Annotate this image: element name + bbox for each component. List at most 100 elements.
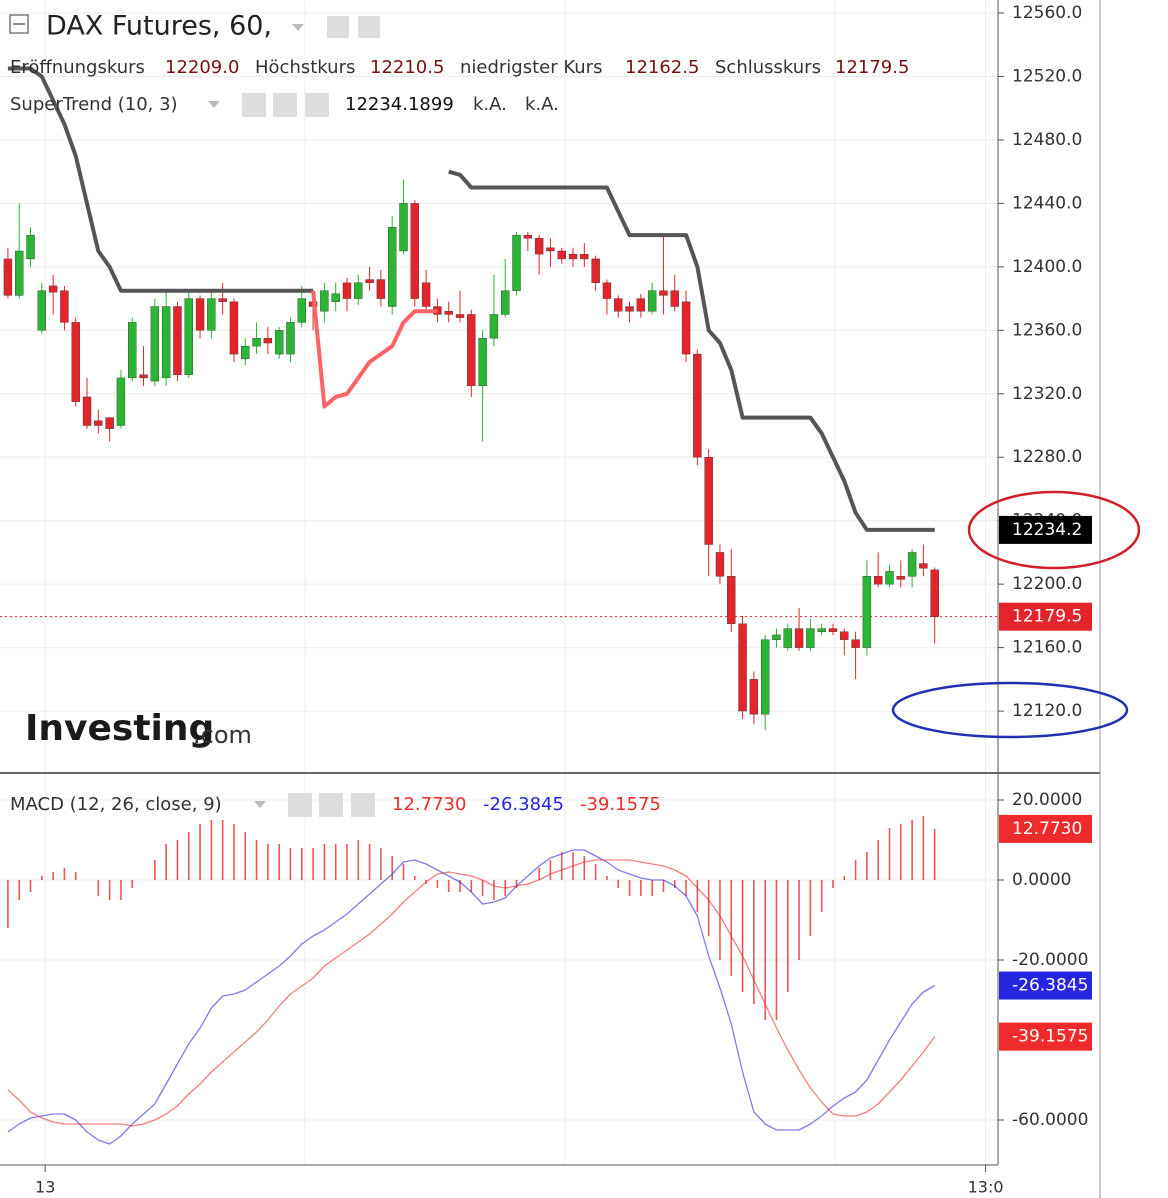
candle-body [150, 306, 160, 382]
candle-body [128, 322, 137, 379]
candle-body [286, 322, 295, 355]
candle-body [241, 345, 250, 360]
gear-icon[interactable] [358, 16, 380, 38]
candle-body [60, 290, 69, 323]
candle-body [738, 623, 747, 712]
candle-body [715, 552, 725, 577]
y-tick-label: 12280.0 [1012, 447, 1082, 467]
close-icon[interactable] [351, 793, 375, 817]
candle-body [704, 457, 713, 545]
candle-body [783, 628, 792, 648]
candle-body [862, 576, 872, 648]
candle-body [681, 301, 691, 355]
readout-name: Eröffnungskurs [10, 57, 145, 78]
candle-body [37, 290, 47, 331]
candle-body [399, 203, 408, 252]
dropdown-caret[interactable] [292, 24, 304, 31]
candle-body [320, 290, 329, 312]
value-box [999, 1022, 1092, 1051]
candle-body [71, 322, 80, 402]
price-box-label: 12234.2 [1012, 520, 1082, 540]
candle-body [263, 338, 273, 344]
y-tick-label: -20.0000 [1012, 950, 1088, 970]
candle-body [591, 258, 600, 283]
y-tick-label: 0.0000 [1012, 870, 1071, 890]
candle-body [444, 311, 453, 315]
indicator-name: SuperTrend (10, 3) [10, 94, 178, 115]
candle-body [139, 374, 148, 379]
candle-body [659, 290, 668, 296]
candle-body [218, 298, 227, 302]
watermark: Investing [25, 708, 214, 749]
candle-body [907, 552, 917, 577]
eye-icon[interactable] [327, 16, 349, 38]
candle-body [82, 396, 92, 426]
candle-body [794, 628, 804, 648]
candle-body [342, 282, 352, 299]
candle-body [636, 298, 646, 312]
candle-body [873, 576, 883, 585]
candle-body [421, 282, 431, 307]
y-tick-label: 12400.0 [1012, 257, 1082, 277]
candle-body [376, 279, 386, 299]
candle-body [94, 420, 103, 426]
y-tick-label: 12360.0 [1012, 320, 1082, 340]
candle-body [116, 377, 126, 426]
readout-value: 12162.5 [625, 57, 699, 78]
candle-body [274, 330, 284, 355]
candle-body [546, 247, 555, 252]
readout-name: niedrigster Kurs [460, 57, 602, 78]
grid [0, 0, 998, 1165]
candle-body [173, 306, 182, 375]
y-tick-label: -60.0000 [1012, 1110, 1088, 1130]
macd-legend: MACD (12, 26, close, 9) [10, 794, 222, 815]
candle-body [919, 563, 928, 569]
eye-icon[interactable] [288, 793, 312, 817]
macd-line [7, 859, 936, 1127]
candle-body [568, 253, 578, 260]
value-box [999, 814, 1092, 843]
candle-body [207, 298, 216, 331]
dropdown-caret[interactable] [254, 801, 266, 808]
candle-body [930, 569, 939, 617]
header [9, 14, 380, 817]
eye-icon[interactable] [242, 93, 266, 117]
candle-body [489, 314, 499, 339]
candle-body [252, 338, 261, 347]
candle-body [534, 238, 544, 255]
readout-value: 12209.0 [165, 57, 239, 78]
dropdown-caret[interactable] [208, 101, 220, 108]
value-box-label: 12.7730 [1012, 819, 1082, 839]
price-box [999, 602, 1092, 631]
candle-body [331, 293, 340, 302]
candle-body [693, 353, 702, 458]
legend-value: -26.3845 [483, 794, 564, 815]
candle-body [229, 301, 239, 355]
candle-body [580, 253, 589, 260]
candle-body [760, 639, 770, 715]
candle-body [410, 203, 419, 299]
candle-body [896, 576, 905, 580]
close-icon[interactable] [305, 93, 329, 117]
candle-body [840, 631, 849, 640]
candle-body [512, 234, 521, 291]
candle-body [851, 639, 860, 648]
candle-body [161, 306, 171, 379]
candle-body [26, 234, 35, 260]
candle-body [365, 279, 374, 283]
y-tick-label: 12560.0 [1012, 3, 1082, 23]
y-tick-label: 12120.0 [1012, 701, 1082, 721]
value-box-label: -39.1575 [1012, 1027, 1088, 1047]
y-tick-label: 12520.0 [1012, 66, 1082, 86]
gear-icon[interactable] [319, 793, 343, 817]
gear-icon[interactable] [273, 93, 297, 117]
watermark: .com [193, 721, 252, 749]
candle-body [387, 226, 397, 307]
indicator-extra: k.A. [525, 94, 559, 115]
candle-body [772, 634, 781, 640]
indicator-value: 12234.1899 [345, 94, 454, 115]
collapse-button[interactable] [9, 14, 29, 34]
x-tick-label: 13:0 [968, 1178, 1004, 1197]
